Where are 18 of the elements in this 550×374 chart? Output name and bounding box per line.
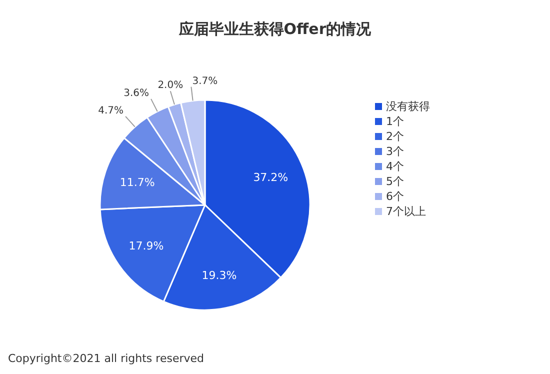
data-label: 17.9%	[128, 240, 164, 253]
chart-title: 应届毕业生获得Offer的情况	[178, 20, 372, 38]
data-label: 3.6%	[124, 88, 150, 99]
data-label: 3.7%	[192, 76, 218, 87]
legend-label: 3个	[386, 145, 404, 158]
legend-label: 没有获得	[386, 100, 430, 113]
data-label: 4.7%	[98, 105, 124, 116]
legend-label: 1个	[386, 115, 404, 128]
legend-label: 2个	[386, 130, 404, 143]
legend-label: 7个以上	[386, 205, 426, 218]
data-label: 19.3%	[202, 268, 237, 282]
legend-label: 4个	[386, 160, 404, 173]
legend-label: 5个	[386, 175, 404, 188]
data-label: 37.2%	[253, 170, 288, 184]
legend-label: 6个	[386, 190, 404, 203]
text: Copyright©2021 all rights reserved	[8, 352, 204, 365]
data-label: 2.0%	[158, 80, 184, 92]
data-label: 11.7%	[120, 176, 155, 190]
